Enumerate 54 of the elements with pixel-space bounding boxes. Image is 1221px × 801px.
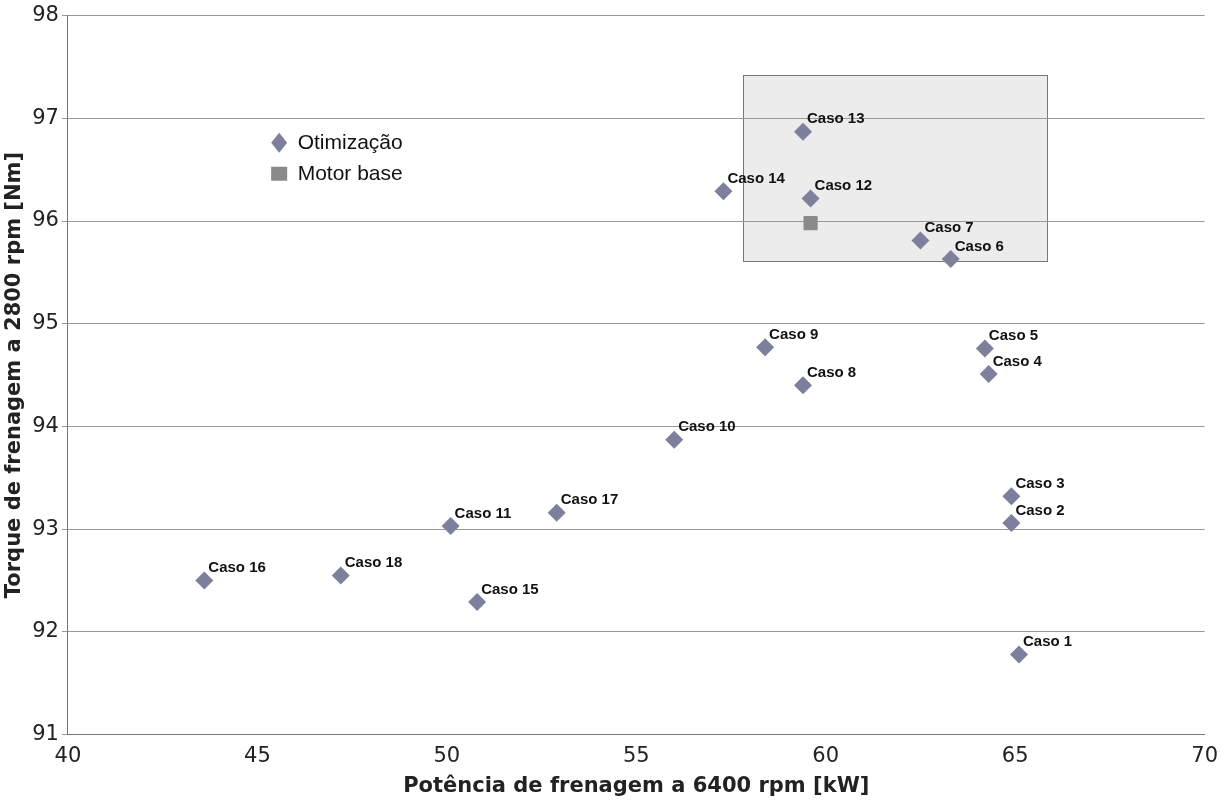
- data-label: Caso 15: [481, 579, 539, 597]
- point: [911, 231, 930, 250]
- data-label: Caso 6: [954, 236, 1004, 254]
- y-axis-title: Torque de frenagem a 2800 rpm [Nm]: [1, 151, 26, 599]
- point: [941, 250, 960, 269]
- x-tick-label: 60: [812, 742, 840, 767]
- x-tick-label: 65: [1001, 742, 1029, 767]
- data-label: Caso 17: [560, 490, 619, 508]
- y-tick-label: 92: [32, 618, 59, 643]
- data-label: Caso 9: [769, 325, 819, 343]
- x-tick-label: 45: [244, 742, 271, 767]
- point: [801, 189, 820, 208]
- data-label: Caso 11: [454, 503, 512, 521]
- data-label: Caso 7: [924, 218, 974, 236]
- x-tick-label: 55: [622, 742, 650, 767]
- point: [794, 122, 812, 141]
- legend-label: Otimização: [297, 129, 403, 153]
- y-tick-label: 94: [32, 412, 59, 437]
- data-label: Caso 3: [1015, 473, 1065, 491]
- point: [441, 517, 460, 536]
- y-tick-label: 98: [32, 2, 59, 27]
- data-label: Caso 4: [992, 351, 1043, 369]
- point: [975, 339, 994, 358]
- y-tick-label: 96: [32, 207, 59, 232]
- data-label: Caso 10: [678, 417, 736, 435]
- point: [665, 430, 684, 449]
- x-tick-label: 70: [1191, 742, 1219, 767]
- point: [195, 571, 214, 590]
- point: [803, 216, 818, 231]
- data-label: Caso 5: [988, 326, 1039, 344]
- y-tick-label: 97: [32, 104, 59, 129]
- data-label: Caso 16: [208, 558, 266, 576]
- point: [1009, 645, 1028, 664]
- point: [756, 338, 775, 357]
- point: [979, 365, 998, 384]
- legend-label: Motor base: [297, 160, 403, 184]
- y-tick-label: 93: [32, 515, 59, 540]
- point: [547, 503, 566, 522]
- point: [1002, 487, 1021, 506]
- data-label: Caso 13: [807, 109, 865, 127]
- point: [468, 593, 487, 612]
- data-label: Caso 8: [807, 363, 857, 381]
- y-tick-label: 95: [32, 310, 59, 335]
- point: [794, 376, 812, 395]
- data-label: Caso 1: [1022, 632, 1073, 650]
- data-label: Caso 12: [814, 176, 873, 194]
- data-label: Caso 18: [344, 553, 403, 571]
- x-tick-label: 50: [433, 742, 461, 767]
- point: [1002, 514, 1021, 533]
- data-label: Caso 14: [727, 168, 786, 186]
- data-label: Caso 2: [1015, 500, 1065, 518]
- x-axis-title: Potência de frenagem a 6400 rpm [kW]: [403, 772, 870, 797]
- point: [714, 182, 733, 201]
- point: [331, 566, 350, 585]
